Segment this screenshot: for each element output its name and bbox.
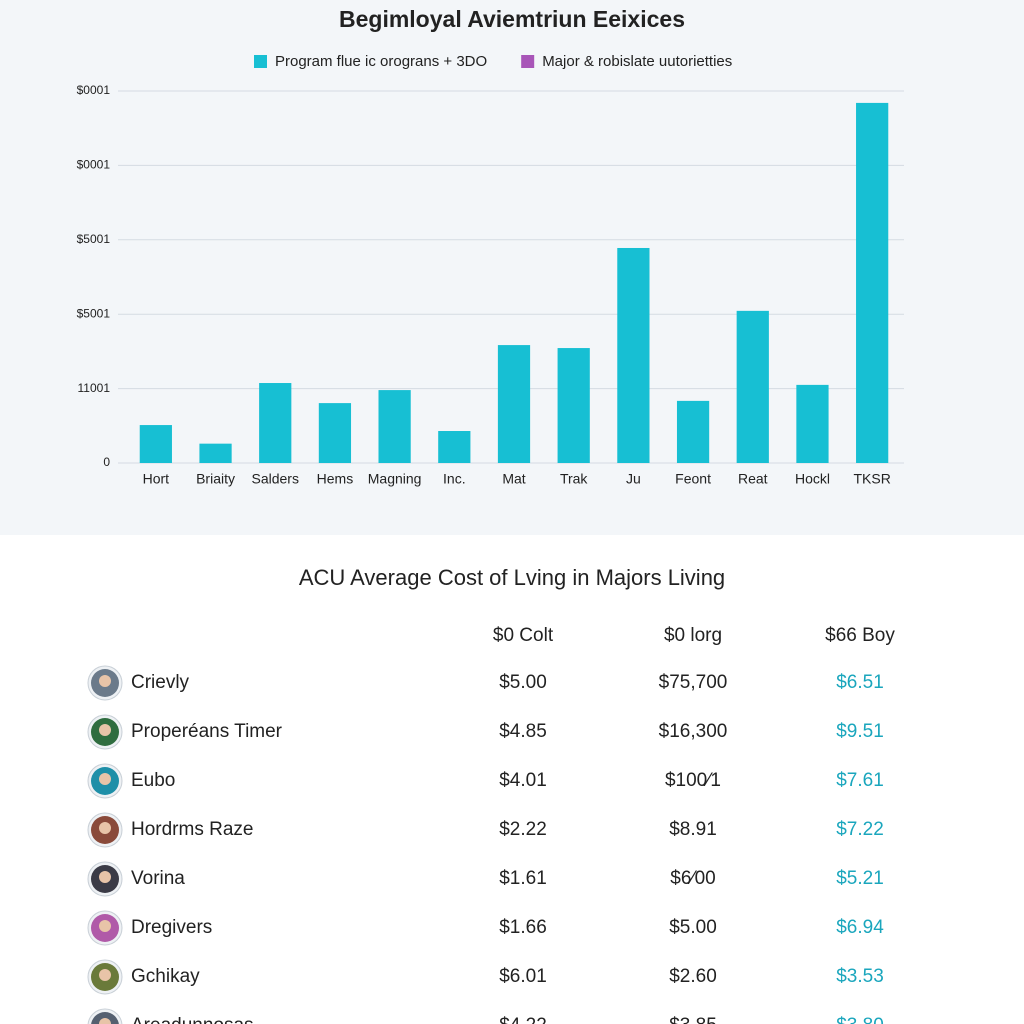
avatar-face bbox=[99, 969, 111, 981]
chart: Begimloyal Aviemtriun Eeixices 0 11001 $50… bbox=[77, 6, 904, 487]
legend-label: Major & robislate uutorietties bbox=[542, 53, 732, 70]
legend-label: Program flue ic orograns + 3DO bbox=[275, 53, 487, 70]
x-tick-label: Inc. bbox=[443, 471, 466, 487]
x-tick-label: Feont bbox=[675, 471, 711, 487]
cell: $7.22 bbox=[836, 819, 884, 840]
cell: $4.22 bbox=[499, 1015, 547, 1024]
y-tick-label: $0001 bbox=[77, 158, 111, 172]
row-name: Dregivers bbox=[131, 917, 212, 938]
y-tick-label: 0 bbox=[103, 455, 110, 469]
bar bbox=[318, 403, 352, 463]
cell: $75,700 bbox=[659, 672, 728, 693]
x-tick-label: Ju bbox=[626, 471, 641, 487]
cell: $7.61 bbox=[836, 770, 884, 791]
avatar-face bbox=[99, 773, 111, 785]
cell: $3.53 bbox=[836, 966, 884, 987]
x-tick-label: Magning bbox=[368, 471, 422, 487]
cell: $100⁄1 bbox=[665, 770, 721, 791]
chart-title: Begimloyal Aviemtriun Eeixices bbox=[339, 6, 685, 32]
x-tick-label: Hockl bbox=[795, 471, 830, 487]
table-title: ACU Average Cost of Lving in Majors Livi… bbox=[299, 565, 725, 590]
avatar-face bbox=[99, 871, 111, 883]
cell: $4.85 bbox=[499, 721, 547, 742]
x-tick-label: TKSR bbox=[853, 471, 890, 487]
cell: $1.61 bbox=[499, 868, 547, 889]
table: ACU Average Cost of Lving in Majors Livi… bbox=[87, 565, 895, 1024]
cell: $4.01 bbox=[499, 770, 547, 791]
cell: $5.00 bbox=[499, 672, 547, 693]
bar bbox=[497, 345, 531, 463]
bar bbox=[378, 390, 411, 463]
column-header: $0 Colt bbox=[493, 625, 554, 646]
x-tick-label: Salders bbox=[251, 471, 298, 487]
row-name: Areadunnosas bbox=[131, 1015, 254, 1024]
y-tick-label: $5001 bbox=[77, 232, 111, 246]
cell: $6.94 bbox=[836, 917, 884, 938]
cell: $2.60 bbox=[669, 966, 717, 987]
x-tick-label: Mat bbox=[502, 471, 525, 487]
avatar-face bbox=[99, 822, 111, 834]
row-name: Gchikay bbox=[131, 966, 200, 987]
legend-swatch bbox=[254, 55, 267, 68]
x-tick-label: Reat bbox=[738, 471, 768, 487]
cell: $2.22 bbox=[499, 819, 547, 840]
y-tick-label: 11001 bbox=[78, 381, 111, 395]
bar bbox=[259, 383, 292, 463]
bar bbox=[139, 425, 172, 463]
bar bbox=[617, 247, 650, 463]
cell: $1.66 bbox=[499, 917, 547, 938]
bar bbox=[736, 310, 769, 463]
row-name: Eubo bbox=[131, 770, 175, 791]
avatar-face bbox=[99, 1018, 111, 1024]
x-tick-label: Briaity bbox=[196, 471, 235, 487]
cell: $3.85 bbox=[669, 1015, 717, 1024]
cell: $6⁄00 bbox=[670, 868, 715, 889]
y-tick-label: $5001 bbox=[77, 306, 111, 320]
bar bbox=[856, 102, 889, 464]
bar bbox=[199, 443, 232, 463]
column-header: $0 lorg bbox=[664, 625, 722, 646]
row-name: Crievly bbox=[131, 672, 190, 693]
cell: $6.01 bbox=[499, 966, 547, 987]
cell: $9.51 bbox=[836, 721, 884, 742]
bar bbox=[796, 384, 829, 463]
legend-swatch bbox=[521, 55, 535, 68]
row-name: Vorina bbox=[131, 868, 185, 889]
cell: $3.80 bbox=[836, 1015, 884, 1024]
cell: $8.91 bbox=[669, 819, 717, 840]
chart-panel: Begimloyal Aviemtriun Eeixices 0 11001 $50… bbox=[0, 0, 1024, 535]
avatar-face bbox=[99, 675, 111, 687]
cell: $5.21 bbox=[836, 868, 884, 889]
avatar-face bbox=[99, 724, 111, 736]
x-tick-label: Hort bbox=[143, 471, 170, 487]
x-tick-label: Trak bbox=[560, 471, 588, 487]
bar bbox=[676, 400, 710, 463]
avatar-face bbox=[99, 920, 111, 932]
x-tick-label: Hems bbox=[317, 471, 354, 487]
bar bbox=[438, 431, 471, 463]
row-name: Properéans Timer bbox=[131, 721, 283, 742]
bar bbox=[557, 348, 590, 463]
row-name: Hordrms Raze bbox=[131, 819, 253, 840]
column-header: $66 Boy bbox=[825, 625, 895, 646]
cell: $5.00 bbox=[669, 917, 717, 938]
y-tick-label: $0001 bbox=[77, 83, 111, 97]
cell: $16,300 bbox=[659, 721, 728, 742]
cell: $6.51 bbox=[836, 672, 884, 693]
